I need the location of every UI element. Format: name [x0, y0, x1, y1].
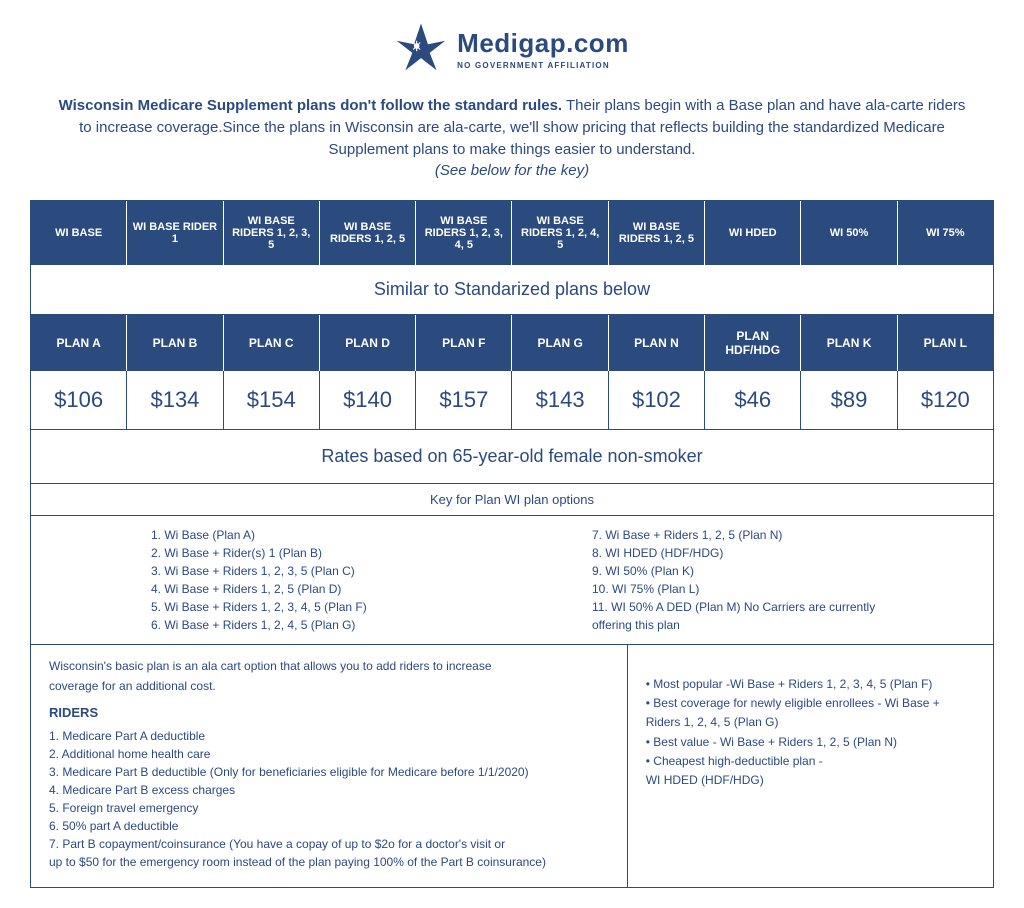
wi-header-cell: WI BASE — [31, 201, 127, 265]
rider-item: 2. Additional home health care — [49, 745, 609, 763]
wi-header-row: WI BASE WI BASE RIDER 1 WI BASE RIDERS 1… — [31, 201, 993, 265]
key-item: 6. Wi Base + Riders 1, 2, 4, 5 (Plan G) — [151, 616, 532, 634]
key-item: 5. Wi Base + Riders 1, 2, 3, 4, 5 (Plan … — [151, 598, 532, 616]
price-cell: $89 — [801, 371, 897, 430]
rider-item: 4. Medicare Part B excess charges — [49, 781, 609, 799]
wi-header-cell: WI BASE RIDERS 1, 2, 4, 5 — [512, 201, 608, 265]
plan-header-cell: PLAN L — [898, 315, 993, 371]
key-item: 9. WI 50% (Plan K) — [592, 562, 973, 580]
riders-intro: Wisconsin's basic plan is an ala cart op… — [49, 657, 609, 675]
similar-label: Similar to Standarized plans below — [31, 265, 993, 315]
price-cell: $140 — [320, 371, 416, 430]
highlight-item: Cheapest high-deductible plan - — [646, 752, 975, 771]
wi-header-cell: WI 50% — [801, 201, 897, 265]
logo-area: Medigap.com NO GOVERNMENT AFFILIATION — [30, 20, 994, 77]
key-item: offering this plan — [592, 616, 973, 634]
price-cell: $154 — [224, 371, 320, 430]
price-cell: $120 — [898, 371, 993, 430]
riders-section: Wisconsin's basic plan is an ala cart op… — [31, 645, 628, 887]
bottom-grid: Wisconsin's basic plan is an ala cart op… — [31, 645, 993, 887]
wi-header-cell: WI 75% — [898, 201, 993, 265]
plan-header-cell: PLAN C — [224, 315, 320, 371]
key-col-left: 1. Wi Base (Plan A) 2. Wi Base + Rider(s… — [31, 526, 552, 634]
highlights-section: Most popular -Wi Base + Riders 1, 2, 3, … — [628, 645, 993, 887]
rider-item: 1. Medicare Part A deductible — [49, 727, 609, 745]
key-title: Key for Plan WI plan options — [31, 484, 993, 516]
key-col-right: 7. Wi Base + Riders 1, 2, 5 (Plan N) 8. … — [552, 526, 993, 634]
plan-header-cell: PLAN N — [609, 315, 705, 371]
price-cell: $157 — [416, 371, 512, 430]
price-row: $106 $134 $154 $140 $157 $143 $102 $46 $… — [31, 371, 993, 430]
price-cell: $46 — [705, 371, 801, 430]
key-item: 8. WI HDED (HDF/HDG) — [592, 544, 973, 562]
highlight-item: WI HDED (HDF/HDG) — [646, 771, 975, 790]
star-logo-icon — [395, 20, 447, 77]
plan-header-cell: PLAN D — [320, 315, 416, 371]
rider-item: 6. 50% part A deductible — [49, 817, 609, 835]
key-item: 3. Wi Base + Riders 1, 2, 3, 5 (Plan C) — [151, 562, 532, 580]
key-item: 11. WI 50% A DED (Plan M) No Carriers ar… — [592, 598, 973, 616]
key-item: 10. WI 75% (Plan L) — [592, 580, 973, 598]
plan-header-cell: PLAN A — [31, 315, 127, 371]
rates-note: Rates based on 65-year-old female non-sm… — [31, 430, 993, 484]
rider-item: 3. Medicare Part B deductible (Only for … — [49, 763, 609, 781]
logo-tagline: NO GOVERNMENT AFFILIATION — [457, 61, 629, 70]
highlight-item: Most popular -Wi Base + Riders 1, 2, 3, … — [646, 675, 975, 694]
plan-header-cell: PLAN F — [416, 315, 512, 371]
logo-brand: Medigap.com — [457, 28, 629, 59]
plan-header-row: PLAN A PLAN B PLAN C PLAN D PLAN F PLAN … — [31, 315, 993, 371]
plan-header-cell: PLAN K — [801, 315, 897, 371]
key-item: 4. Wi Base + Riders 1, 2, 5 (Plan D) — [151, 580, 532, 598]
key-item: 1. Wi Base (Plan A) — [151, 526, 532, 544]
key-item: 2. Wi Base + Rider(s) 1 (Plan B) — [151, 544, 532, 562]
price-cell: $106 — [31, 371, 127, 430]
wi-header-cell: WI BASE RIDERS 1, 2, 5 — [320, 201, 416, 265]
price-cell: $143 — [512, 371, 608, 430]
riders-title: RIDERS — [49, 703, 609, 723]
rider-item: 5. Foreign travel emergency — [49, 799, 609, 817]
plan-header-cell: PLAN G — [512, 315, 608, 371]
highlight-item: Best value - Wi Base + Riders 1, 2, 5 (P… — [646, 733, 975, 752]
wi-header-cell: WI BASE RIDER 1 — [127, 201, 223, 265]
rider-item: up to $50 for the emergency room instead… — [49, 853, 609, 871]
price-cell: $102 — [609, 371, 705, 430]
wi-header-cell: WI BASE RIDERS 1, 2, 3, 5 — [224, 201, 320, 265]
key-grid: 1. Wi Base (Plan A) 2. Wi Base + Rider(s… — [31, 516, 993, 645]
wi-header-cell: WI HDED — [705, 201, 801, 265]
rider-item: 7. Part B copayment/coinsurance (You hav… — [49, 835, 609, 853]
plan-header-cell: PLAN HDF/HDG — [705, 315, 801, 371]
wi-header-cell: WI BASE RIDERS 1, 2, 3, 4, 5 — [416, 201, 512, 265]
highlight-item: Best coverage for newly eligible enrolle… — [646, 694, 975, 732]
plan-header-cell: PLAN B — [127, 315, 223, 371]
price-cell: $134 — [127, 371, 223, 430]
key-item: 7. Wi Base + Riders 1, 2, 5 (Plan N) — [592, 526, 973, 544]
plan-table: WI BASE WI BASE RIDER 1 WI BASE RIDERS 1… — [30, 200, 994, 888]
wi-header-cell: WI BASE RIDERS 1, 2, 5 — [609, 201, 705, 265]
intro-paragraph: Wisconsin Medicare Supplement plans don'… — [52, 95, 972, 182]
riders-intro: coverage for an additional cost. — [49, 677, 609, 695]
